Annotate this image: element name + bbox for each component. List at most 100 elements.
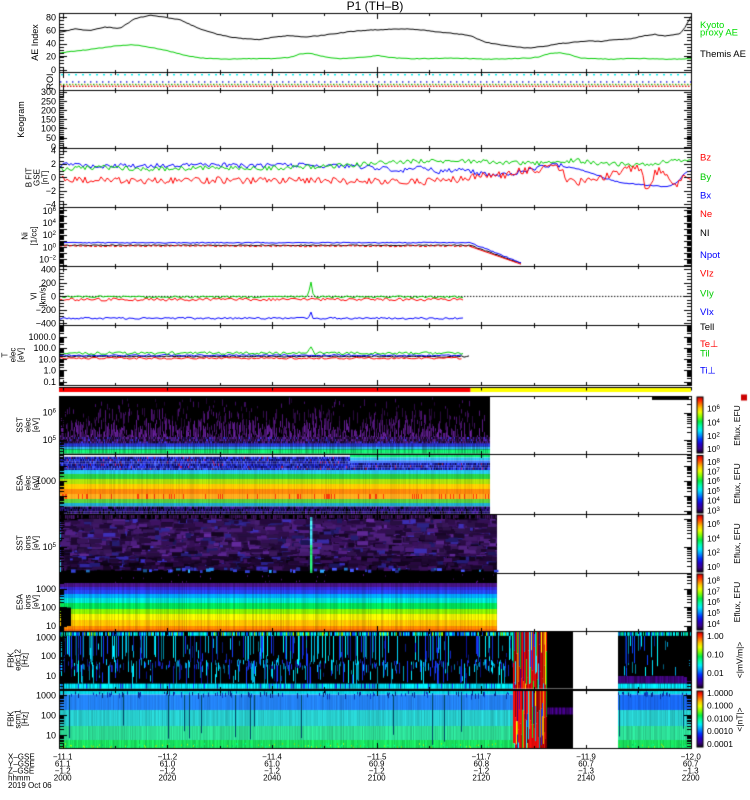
svg-text:105: 105: [707, 486, 720, 496]
svg-text:61.1: 61.1: [55, 760, 71, 769]
svg-text:−200: −200: [36, 305, 56, 315]
svg-text:−11.4: −11.4: [262, 752, 282, 761]
svg-text:106: 106: [43, 408, 57, 418]
svg-text:106: 106: [707, 404, 720, 414]
svg-text:Eflux, EFU: Eflux, EFU: [732, 463, 742, 504]
svg-text:Kyoto: Kyoto: [700, 20, 724, 31]
svg-text:60.7: 60.7: [578, 760, 594, 769]
svg-text:1000.0: 1000.0: [28, 332, 56, 342]
svg-text:−11.5: −11.5: [367, 752, 387, 761]
svg-text:elec: elec: [24, 476, 33, 491]
svg-text:Npot: Npot: [700, 250, 720, 261]
svg-text:80: 80: [46, 12, 56, 22]
svg-text:0.0010: 0.0010: [707, 726, 733, 736]
svg-text:Keogram: Keogram: [16, 101, 26, 138]
svg-text:Ti⊥: Ti⊥: [700, 366, 716, 377]
svg-text:Til: Til: [700, 349, 710, 360]
svg-text:0: 0: [51, 173, 56, 183]
svg-text:2200: 2200: [682, 774, 700, 783]
svg-text:2020: 2020: [159, 774, 177, 783]
svg-text:0.01: 0.01: [707, 668, 724, 678]
svg-text:−400: −400: [36, 318, 56, 328]
svg-text:4: 4: [51, 146, 56, 156]
svg-text:[1/cc]: [1/cc]: [30, 226, 39, 245]
svg-text:2140: 2140: [577, 774, 595, 783]
svg-text:1.0000: 1.0000: [707, 688, 733, 698]
svg-text:0: 0: [51, 65, 56, 75]
svg-text:edc12: edc12: [14, 649, 23, 671]
svg-text:Tell: Tell: [700, 322, 714, 333]
svg-text:60.8: 60.8: [474, 760, 490, 769]
svg-text:NI: NI: [700, 228, 710, 239]
svg-text:elec: elec: [24, 418, 33, 433]
svg-text:−4: −4: [46, 199, 56, 209]
svg-text:106: 106: [707, 476, 720, 486]
svg-text:SST: SST: [16, 535, 25, 551]
svg-text:FBK: FBK: [7, 711, 16, 727]
svg-text:−1.3: −1.3: [578, 767, 594, 776]
svg-text:150: 150: [41, 115, 56, 125]
svg-text:<|nT|>: <|nT|>: [735, 707, 745, 731]
svg-text:VIx: VIx: [700, 307, 714, 318]
svg-text:Y–GSE: Y–GSE: [8, 760, 35, 769]
svg-text:1000: 1000: [36, 632, 56, 642]
svg-text:<|mV/m|>: <|mV/m|>: [735, 642, 745, 679]
svg-text:10: 10: [46, 671, 56, 681]
svg-text:AE Index: AE Index: [30, 24, 40, 61]
svg-text:[eV]: [eV]: [32, 595, 41, 609]
svg-text:1000: 1000: [36, 584, 56, 594]
svg-text:250: 250: [41, 96, 56, 106]
svg-text:ions: ions: [24, 536, 33, 551]
svg-text:ROI: ROI: [45, 73, 55, 89]
svg-text:Ni: Ni: [21, 232, 30, 240]
svg-text:−1.2: −1.2: [264, 767, 280, 776]
svg-text:103: 103: [707, 505, 720, 515]
svg-text:−1.2: −1.2: [160, 767, 176, 776]
svg-text:0.0001: 0.0001: [707, 739, 733, 749]
svg-text:1.0: 1.0: [43, 366, 56, 376]
svg-text:2100: 2100: [368, 774, 386, 783]
svg-text:105: 105: [707, 608, 720, 618]
svg-text:100: 100: [41, 603, 56, 613]
svg-text:61.0: 61.0: [160, 760, 176, 769]
svg-text:[Hz]: [Hz]: [21, 653, 30, 667]
svg-text:0.1: 0.1: [43, 377, 56, 387]
svg-text:102: 102: [707, 431, 720, 441]
svg-text:61.0: 61.0: [264, 760, 280, 769]
svg-text:105: 105: [43, 542, 57, 552]
svg-text:[eV]: [eV]: [17, 348, 26, 362]
svg-text:−1.2: −1.2: [369, 767, 385, 776]
svg-text:−11.9: −11.9: [576, 752, 596, 761]
svg-text:0.10: 0.10: [707, 650, 724, 660]
svg-text:Bx: Bx: [700, 191, 711, 202]
svg-text:100: 100: [41, 711, 56, 721]
svg-text:100.0: 100.0: [33, 343, 56, 353]
svg-text:ESA: ESA: [16, 474, 25, 491]
svg-text:Eflux, EFU: Eflux, EFU: [732, 523, 742, 564]
svg-text:104: 104: [707, 496, 720, 506]
svg-text:400: 400: [41, 265, 56, 275]
svg-text:107: 107: [707, 467, 720, 477]
svg-text:104: 104: [707, 418, 720, 428]
svg-text:106: 106: [43, 206, 57, 216]
svg-text:2000: 2000: [54, 774, 72, 783]
svg-text:[km/s]: [km/s]: [39, 285, 48, 306]
svg-text:0.0100: 0.0100: [707, 713, 733, 723]
svg-text:60.7: 60.7: [683, 760, 699, 769]
svg-text:SST: SST: [16, 417, 25, 433]
svg-text:elec: elec: [9, 348, 18, 363]
svg-text:60.9: 60.9: [369, 760, 385, 769]
svg-text:104: 104: [707, 619, 720, 629]
svg-text:ions: ions: [24, 595, 33, 610]
svg-text:0: 0: [51, 142, 56, 152]
svg-text:B FIT: B FIT: [25, 168, 34, 188]
svg-text:40: 40: [46, 39, 56, 49]
svg-text:2040: 2040: [263, 774, 281, 783]
svg-text:20: 20: [46, 52, 56, 62]
svg-text:Eflux, EFU: Eflux, EFU: [732, 582, 742, 623]
svg-text:2120: 2120: [472, 774, 490, 783]
svg-text:proxy AE: proxy AE: [700, 27, 738, 38]
svg-text:−12.0: −12.0: [681, 752, 702, 761]
svg-text:T: T: [1, 352, 10, 357]
svg-text:102: 102: [43, 230, 57, 240]
